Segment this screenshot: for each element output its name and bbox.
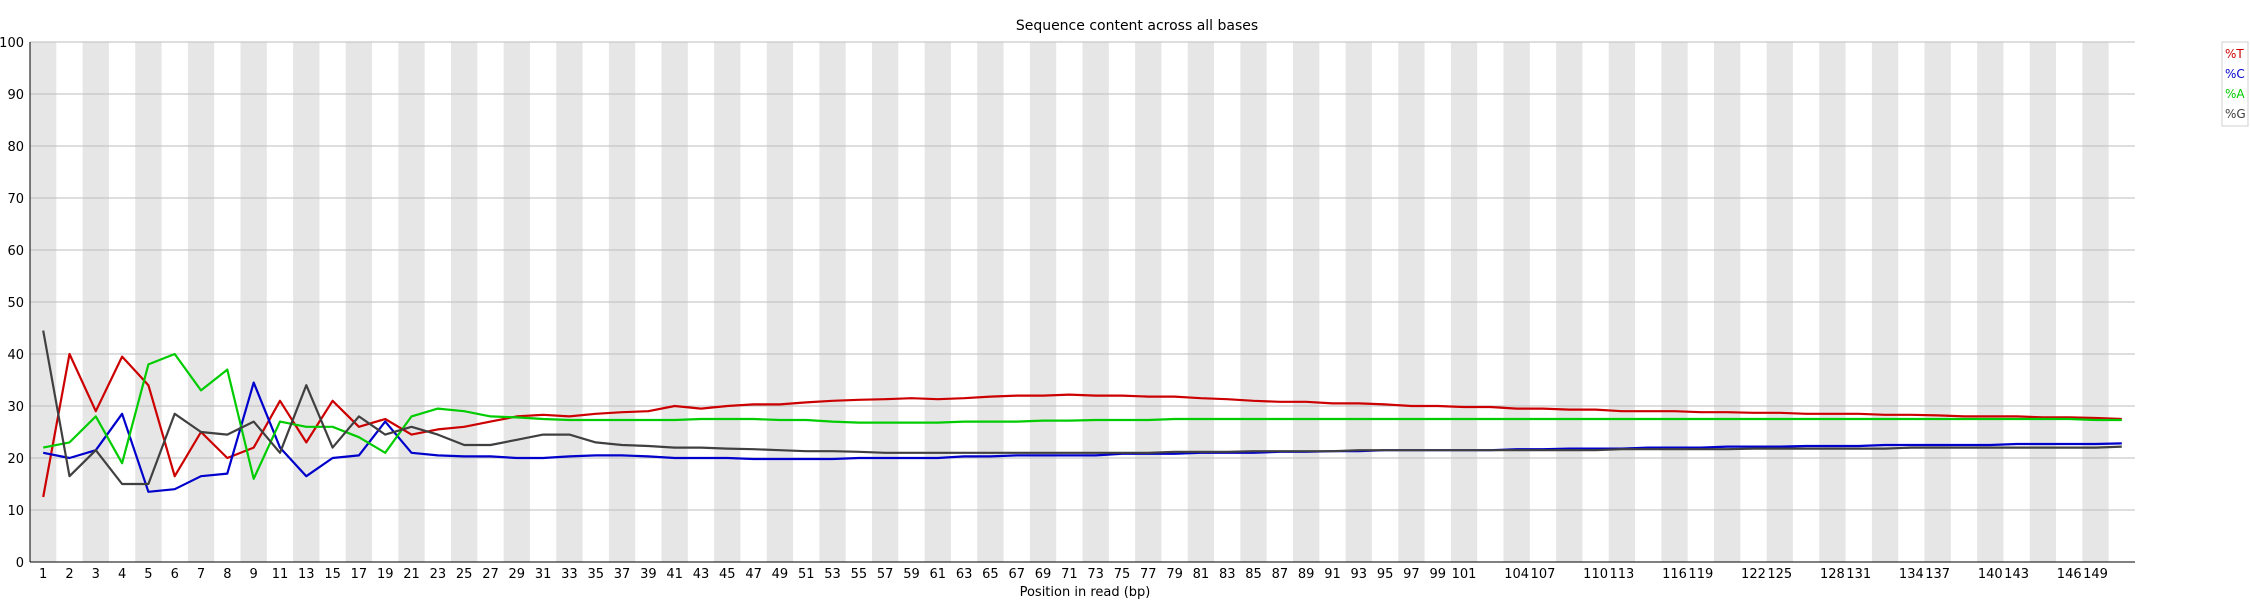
gridlines xyxy=(30,41,2135,511)
x-tick-label: 35 xyxy=(587,567,604,582)
x-tick-label: 81 xyxy=(1193,567,1210,582)
y-tick-label: 70 xyxy=(7,192,24,207)
x-tick-label: 37 xyxy=(614,567,631,582)
x-tick-label: 91 xyxy=(1324,567,1341,582)
x-tick-label: 11 xyxy=(272,567,289,582)
x-tick-label: 43 xyxy=(693,567,710,582)
y-tick-label: 50 xyxy=(7,296,24,311)
x-tick-label: 93 xyxy=(1351,567,1368,582)
y-tick-label: 30 xyxy=(7,400,24,415)
series-line-G xyxy=(42,330,2122,486)
x-tick-label: 110 xyxy=(1583,567,1608,582)
x-tick-label: 29 xyxy=(509,567,526,582)
x-tick-label: 4 xyxy=(118,567,126,582)
y-tick-label: 100 xyxy=(0,36,24,51)
x-tick-label: 7 xyxy=(197,567,205,582)
x-tick-label: 143 xyxy=(2004,567,2029,582)
x-tick-label: 45 xyxy=(719,567,736,582)
legend-entry: %T xyxy=(2225,47,2244,61)
series-line-C xyxy=(42,381,2122,493)
y-tick-label: 0 xyxy=(16,556,24,571)
x-tick-label: 134 xyxy=(1899,567,1924,582)
x-tick-label: 101 xyxy=(1452,567,1477,582)
series-line-T xyxy=(42,352,2122,498)
x-tick-label: 73 xyxy=(1087,567,1104,582)
x-tick-label: 63 xyxy=(956,567,973,582)
legend-entry: %A xyxy=(2225,87,2245,101)
y-tick-label: 60 xyxy=(7,244,24,259)
x-tick-label: 17 xyxy=(351,567,368,582)
chart-title: Sequence content across all bases xyxy=(1016,18,1258,34)
x-tick-label: 77 xyxy=(1140,567,1157,582)
x-tick-label: 9 xyxy=(250,567,258,582)
y-tick-label: 40 xyxy=(7,348,24,363)
x-tick-label: 61 xyxy=(930,567,947,582)
x-tick-label: 87 xyxy=(1272,567,1289,582)
y-tick-label: 90 xyxy=(7,88,24,103)
x-tick-label: 51 xyxy=(798,567,815,582)
x-tick-label: 5 xyxy=(144,567,152,582)
legend-entry: %C xyxy=(2225,67,2245,81)
x-tick-label: 85 xyxy=(1245,567,1262,582)
y-tick-label: 10 xyxy=(7,504,24,519)
y-tick-label: 80 xyxy=(7,140,24,155)
x-tick-label: 140 xyxy=(1978,567,2003,582)
x-tick-label: 71 xyxy=(1061,567,1078,582)
x-tick-label: 89 xyxy=(1298,567,1315,582)
y-tick-label: 20 xyxy=(7,452,24,467)
x-tick-label: 21 xyxy=(403,567,420,582)
x-tick-label: 39 xyxy=(640,567,657,582)
x-tick-label: 25 xyxy=(456,567,473,582)
legend-box xyxy=(2221,41,2249,127)
x-tick-label: 113 xyxy=(1609,567,1634,582)
x-tick-label: 2 xyxy=(65,567,73,582)
x-tick-label: 19 xyxy=(377,567,394,582)
x-tick-label: 31 xyxy=(535,567,552,582)
x-tick-label: 47 xyxy=(745,567,762,582)
x-tick-label: 59 xyxy=(903,567,920,582)
x-tick-label: 13 xyxy=(298,567,315,582)
x-tick-label: 75 xyxy=(1114,567,1131,582)
x-tick-label: 125 xyxy=(1767,567,1792,582)
x-tick-label: 1 xyxy=(39,567,47,582)
x-tick-label: 137 xyxy=(1925,567,1950,582)
x-tick-label: 3 xyxy=(92,567,100,582)
x-tick-label: 8 xyxy=(223,567,231,582)
x-tick-label: 104 xyxy=(1504,567,1529,582)
x-tick-label: 116 xyxy=(1662,567,1687,582)
x-tick-label: 6 xyxy=(171,567,179,582)
x-tick-label: 23 xyxy=(430,567,447,582)
x-axis-label: Position in read (bp) xyxy=(1020,585,1151,600)
x-tick-label: 57 xyxy=(877,567,894,582)
x-tick-label: 122 xyxy=(1741,567,1766,582)
x-tick-label: 15 xyxy=(324,567,341,582)
series-lines xyxy=(42,330,2122,498)
x-tick-label: 83 xyxy=(1219,567,1236,582)
x-tick-label: 33 xyxy=(561,567,578,582)
x-tick-label: 41 xyxy=(666,567,683,582)
x-tick-label: 79 xyxy=(1166,567,1183,582)
x-tick-label: 69 xyxy=(1035,567,1052,582)
x-tick-label: 95 xyxy=(1377,567,1394,582)
x-tick-label: 65 xyxy=(982,567,999,582)
x-tick-label: 97 xyxy=(1403,567,1420,582)
x-tick-label: 67 xyxy=(1008,567,1025,582)
x-tick-label: 107 xyxy=(1531,567,1556,582)
x-tick-label: 99 xyxy=(1429,567,1446,582)
x-tick-label: 27 xyxy=(482,567,499,582)
x-tick-label: 55 xyxy=(851,567,868,582)
x-tick-label: 49 xyxy=(772,567,789,582)
y-tick-labels: 0 10 20 30 40 50 60 70 80 90 100 xyxy=(0,36,24,571)
x-tick-label: 119 xyxy=(1688,567,1713,582)
x-tick-label: 146 xyxy=(2057,567,2082,582)
x-tick-label: 53 xyxy=(824,567,841,582)
legend: %T %C %A %G xyxy=(2221,41,2249,127)
x-tick-label: 131 xyxy=(1846,567,1871,582)
legend-entry: %G xyxy=(2225,107,2246,121)
x-tick-labels: 1 2 3 4 5 6 7 8 9 11 13 15 17 19 21 23 25 27 29 31 33 35 37 39 4… xyxy=(39,567,2108,582)
x-tick-label: 149 xyxy=(2083,567,2108,582)
series-line-A xyxy=(42,352,2122,480)
x-tick-label: 128 xyxy=(1820,567,1845,582)
